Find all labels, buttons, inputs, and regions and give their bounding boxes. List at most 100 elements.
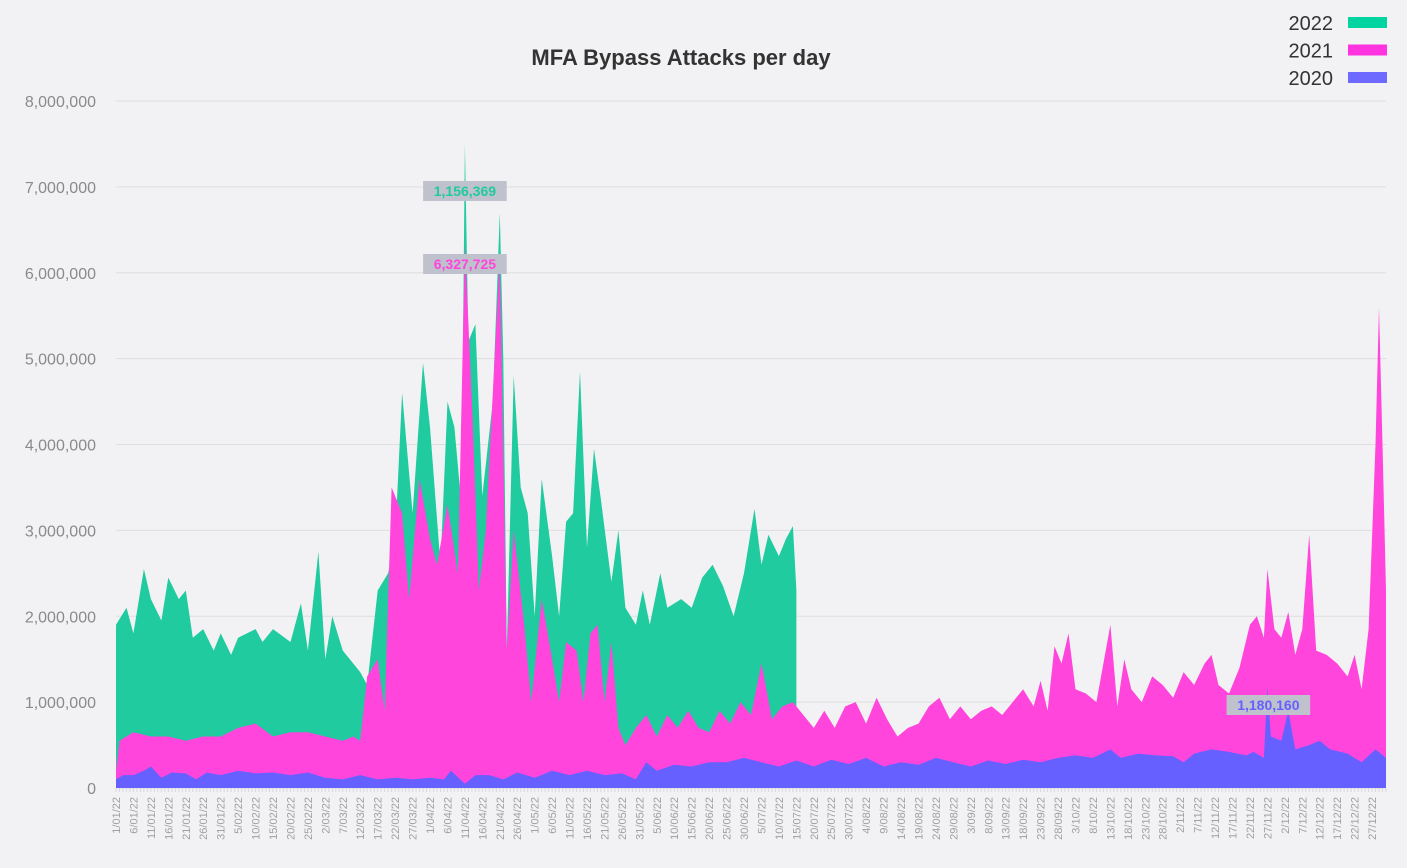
y-tick-label: 6,000,000 <box>25 266 96 283</box>
legend-item-2021[interactable]: 2021 <box>1289 41 1388 63</box>
x-tick-label: 12/12/22 <box>1315 797 1327 840</box>
annotation-label: 6,327,725 <box>434 256 496 272</box>
x-tick-label: 20/02/22 <box>285 797 297 840</box>
x-tick-label: 10/07/22 <box>774 797 786 840</box>
x-tick-label: 26/04/22 <box>512 797 524 840</box>
x-tick-label: 11/05/22 <box>565 797 577 839</box>
x-tick-label: 20/07/22 <box>809 797 821 840</box>
x-tick-label: 18/10/22 <box>1123 797 1135 840</box>
area-series-2021 <box>116 244 1386 789</box>
legend-label: 2021 <box>1289 41 1334 63</box>
annotation-2021: 6,327,725 <box>423 254 507 274</box>
x-tick-label: 9/08/22 <box>879 797 891 834</box>
annotation-2020: 1,180,160 <box>1226 695 1311 715</box>
x-tick-label: 29/08/22 <box>948 797 960 840</box>
legend-item-2020[interactable]: 2020 <box>1289 68 1388 90</box>
x-tick-label: 28/10/22 <box>1158 797 1170 840</box>
x-tick-label: 13/09/22 <box>1001 797 1013 840</box>
x-tick-label: 7/12/22 <box>1297 797 1309 834</box>
legend: 2022 2021 2020 <box>1289 13 1388 90</box>
x-tick-label: 21/05/22 <box>599 797 611 840</box>
x-tick-label: 27/12/22 <box>1367 797 1379 840</box>
x-tick-label: 28/09/22 <box>1053 797 1065 840</box>
x-tick-label: 23/09/22 <box>1036 797 1048 840</box>
y-tick-label: 1,000,000 <box>25 695 96 712</box>
y-tick-label: 8,000,000 <box>25 94 96 111</box>
annotation-box <box>1226 695 1311 715</box>
x-tick-label: 31/05/22 <box>634 797 646 840</box>
x-tick-label: 2/12/22 <box>1280 797 1292 834</box>
x-tick-label: 17/11/22 <box>1227 797 1239 839</box>
x-tick-label: 25/02/22 <box>303 797 315 840</box>
x-tick-label: 1/05/22 <box>530 797 542 834</box>
x-tick-label: 15/06/22 <box>687 797 699 840</box>
x-tick-label: 3/10/22 <box>1070 797 1082 834</box>
area-series-2020 <box>116 686 1386 788</box>
x-tick-label: 24/08/22 <box>931 797 943 840</box>
x-tick-label: 7/03/22 <box>338 797 350 834</box>
x-tick-label: 2/03/22 <box>320 797 332 834</box>
x-tick-label: 31/01/22 <box>216 797 228 840</box>
x-tick-label: 15/07/22 <box>791 797 803 840</box>
x-tick-label: 22/03/22 <box>390 797 402 840</box>
x-tick-label: 26/01/22 <box>198 797 210 840</box>
x-tick-label: 11/04/22 <box>460 797 472 839</box>
legend-swatch <box>1348 72 1387 83</box>
legend-label: 2022 <box>1289 13 1334 35</box>
x-tick-label: 12/03/22 <box>355 797 367 840</box>
x-tick-label: 19/08/22 <box>913 797 925 840</box>
y-tick-label: 2,000,000 <box>25 609 96 626</box>
x-tick-label: 1/04/22 <box>425 797 437 834</box>
x-tick-label: 12/11/22 <box>1210 797 1222 839</box>
x-tick-label: 22/11/22 <box>1245 797 1257 839</box>
x-tick-label: 1/01/22 <box>111 797 123 834</box>
x-tick-label: 6/05/22 <box>547 797 559 834</box>
x-tick-label: 21/01/22 <box>181 797 193 840</box>
x-tick-label: 25/07/22 <box>826 797 838 840</box>
x-tick-label: 4/08/22 <box>861 797 873 834</box>
area-series-2022 <box>116 143 797 788</box>
annotation-box <box>423 181 507 201</box>
x-tick-label: 30/07/22 <box>844 797 856 840</box>
chart-title: MFA Bypass Attacks per day <box>531 45 831 70</box>
x-tick-label: 17/12/22 <box>1332 797 1344 840</box>
x-tick-label: 27/03/22 <box>408 797 420 840</box>
x-tick-label: 5/06/22 <box>652 797 664 834</box>
x-axis: 1/01/22 6/01/22 11/01/22 16/01/22 21/01/22 26… <box>111 788 1387 840</box>
x-tick-label: 16/01/22 <box>163 797 175 840</box>
x-tick-label: 22/12/22 <box>1350 797 1362 840</box>
x-tick-label: 6/01/22 <box>128 797 140 834</box>
y-tick-label: 7,000,000 <box>25 180 96 197</box>
y-tick-label: 3,000,000 <box>25 523 96 540</box>
x-tick-label: 17/03/22 <box>373 797 385 840</box>
x-tick-label: 3/09/22 <box>966 797 978 834</box>
legend-item-2022[interactable]: 2022 <box>1289 13 1388 35</box>
x-tick-label: 30/06/22 <box>739 797 751 840</box>
x-tick-label: 18/09/22 <box>1018 797 1030 840</box>
annotations: 1,156,369 6,327,725 1,180,160 <box>423 181 1311 715</box>
x-tick-label: 15/02/22 <box>268 797 280 840</box>
annotation-box <box>423 254 507 274</box>
y-tick-label: 5,000,000 <box>25 352 96 369</box>
x-tick-label: 6/04/22 <box>442 797 454 834</box>
x-tick-label: 7/11/22 <box>1193 797 1205 833</box>
x-tick-label: 8/10/22 <box>1088 797 1100 834</box>
legend-swatch <box>1348 44 1387 56</box>
annotation-label: 1,180,160 <box>1237 697 1299 713</box>
y-tick-label: 0 <box>87 781 96 798</box>
x-tick-label: 20/06/22 <box>704 797 716 840</box>
x-tick-label: 27/11/22 <box>1262 797 1274 839</box>
x-tick-label: 2/11/22 <box>1175 797 1187 833</box>
x-tick-label: 26/05/22 <box>617 797 629 840</box>
x-tick-label: 23/10/22 <box>1140 797 1152 840</box>
x-tick-label: 5/07/22 <box>756 797 768 834</box>
legend-swatch <box>1348 17 1387 28</box>
x-tick-label: 10/02/22 <box>251 797 263 840</box>
x-tick-label: 11/01/22 <box>146 797 158 839</box>
x-tick-label: 16/05/22 <box>582 797 594 840</box>
x-tick-label: 16/04/22 <box>477 797 489 840</box>
annotation-label: 1,156,369 <box>434 183 496 199</box>
legend-label: 2020 <box>1289 68 1334 90</box>
x-tick-label: 10/06/22 <box>669 797 681 840</box>
